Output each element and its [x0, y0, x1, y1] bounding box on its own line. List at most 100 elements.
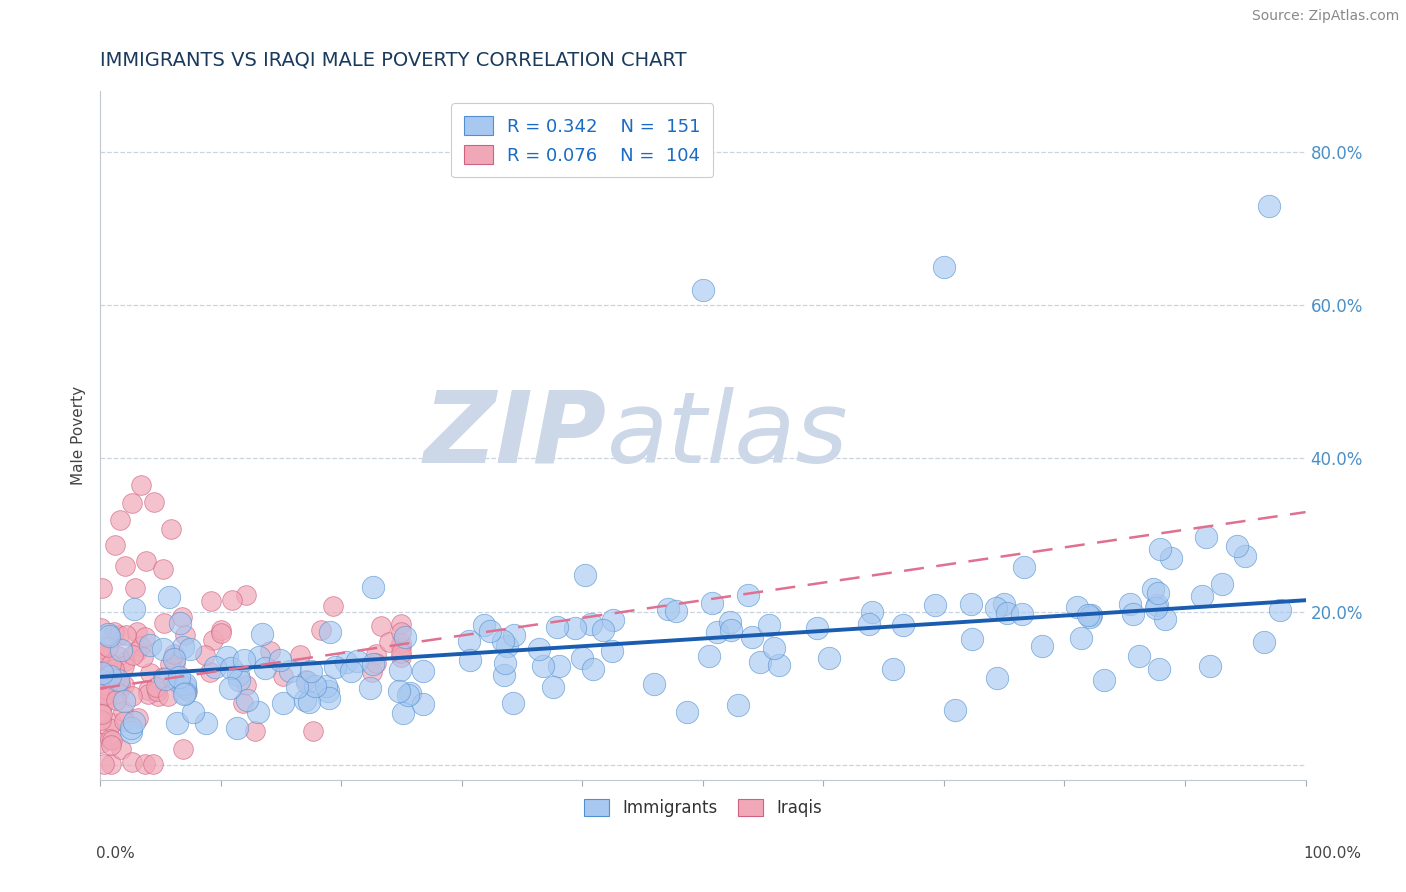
Point: [592, 623, 614, 637]
Point: [269, 653, 291, 667]
Point: [105, 693, 128, 707]
Point: [156, 689, 179, 703]
Point: [702, 596, 724, 610]
Point: [145, 680, 167, 694]
Point: [157, 591, 180, 605]
Point: [392, 706, 415, 720]
Point: [1080, 608, 1102, 623]
Point: [103, 662, 125, 676]
Point: [121, 496, 143, 510]
Point: [391, 640, 413, 654]
Point: [120, 722, 142, 736]
Point: [93, 688, 115, 702]
Point: [142, 757, 165, 772]
Point: [858, 617, 880, 632]
Point: [127, 711, 149, 725]
Point: [221, 661, 243, 675]
Point: [1128, 648, 1150, 663]
Point: [364, 648, 387, 662]
Point: [204, 660, 226, 674]
Point: [574, 568, 596, 582]
Point: [101, 732, 124, 747]
Point: [1270, 602, 1292, 616]
Point: [412, 664, 434, 678]
Point: [818, 651, 841, 665]
Point: [271, 697, 294, 711]
Point: [181, 705, 204, 719]
Point: [121, 755, 143, 769]
Point: [228, 673, 250, 687]
Point: [860, 605, 883, 619]
Point: [201, 632, 224, 647]
Point: [315, 679, 337, 693]
Point: [90, 657, 112, 672]
Point: [322, 599, 344, 614]
Text: atlas: atlas: [606, 387, 848, 484]
Point: [323, 660, 346, 674]
Point: [174, 686, 197, 700]
Point: [114, 558, 136, 573]
Point: [94, 668, 117, 682]
Point: [90, 621, 112, 635]
Point: [1149, 542, 1171, 557]
Point: [96, 678, 118, 692]
Point: [361, 665, 384, 680]
Point: [131, 639, 153, 653]
Point: [304, 679, 326, 693]
Point: [600, 644, 623, 658]
Point: [209, 624, 232, 638]
Point: [90, 648, 112, 663]
Point: [960, 632, 983, 647]
Point: [122, 648, 145, 663]
Point: [152, 562, 174, 576]
Point: [391, 616, 413, 631]
Point: [90, 661, 112, 675]
Point: [90, 705, 112, 719]
Point: [124, 715, 146, 730]
Point: [172, 610, 194, 624]
Point: [399, 686, 422, 700]
Point: [101, 716, 124, 731]
Point: [100, 757, 122, 772]
Point: [496, 639, 519, 653]
Point: [90, 736, 112, 750]
Point: [90, 672, 112, 686]
Point: [90, 648, 112, 663]
Point: [90, 646, 112, 660]
Point: [90, 713, 112, 727]
Point: [299, 664, 322, 678]
Point: [173, 628, 195, 642]
Point: [749, 655, 772, 669]
Point: [285, 680, 308, 694]
Point: [394, 630, 416, 644]
Point: [209, 626, 232, 640]
Point: [737, 588, 759, 602]
Point: [378, 634, 401, 648]
Point: [959, 597, 981, 611]
Point: [174, 680, 197, 694]
Point: [100, 738, 122, 752]
Point: [806, 621, 828, 635]
Point: [1147, 662, 1170, 676]
Point: [564, 622, 586, 636]
Point: [112, 694, 135, 708]
Point: [90, 645, 112, 659]
Point: [112, 714, 135, 728]
Point: [110, 742, 132, 756]
Point: [138, 666, 160, 681]
Point: [1142, 582, 1164, 596]
Point: [720, 623, 742, 637]
Point: [309, 624, 332, 638]
Point: [1253, 634, 1275, 648]
Point: [139, 638, 162, 652]
Point: [271, 669, 294, 683]
Point: [1226, 540, 1249, 554]
Y-axis label: Male Poverty: Male Poverty: [72, 386, 86, 485]
Point: [179, 642, 201, 657]
Point: [160, 522, 183, 536]
Point: [90, 689, 112, 703]
Point: [172, 640, 194, 655]
Point: [1233, 549, 1256, 563]
Point: [579, 617, 602, 632]
Point: [458, 634, 481, 648]
